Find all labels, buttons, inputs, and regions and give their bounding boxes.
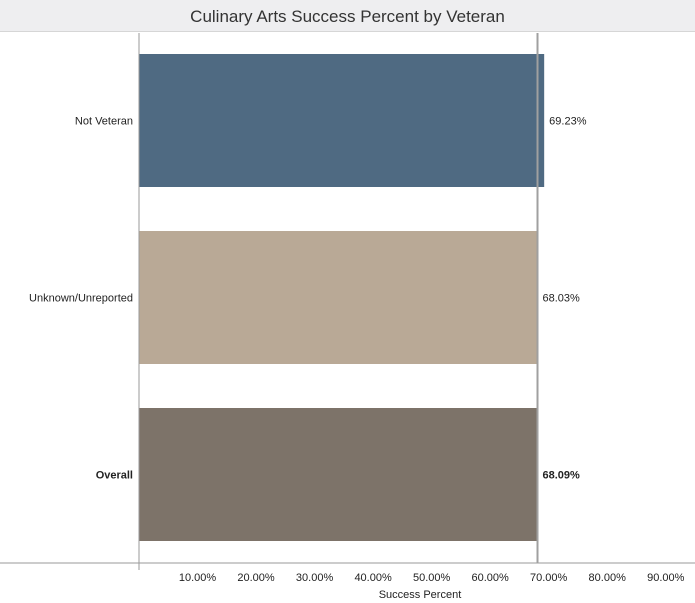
x-tick-label: 70.00%	[530, 572, 568, 584]
value-label: 68.09%	[543, 470, 581, 482]
x-axis-label: Success Percent	[379, 589, 462, 601]
bars-group	[139, 54, 545, 541]
category-label: Unknown/Unreported	[29, 293, 133, 305]
value-labels: 69.23% 68.03% 68.09%	[543, 116, 587, 482]
category-label: Not Veteran	[75, 116, 133, 128]
x-tick-label: 40.00%	[354, 572, 392, 584]
x-tick-label: 60.00%	[472, 572, 510, 584]
x-tick-label: 50.00%	[413, 572, 451, 584]
bar-not-veteran	[139, 54, 545, 187]
category-labels: Not Veteran Unknown/Unreported Overall	[29, 116, 133, 482]
x-tick-label: 80.00%	[589, 572, 627, 584]
chart-title: Culinary Arts Success Percent by Veteran	[190, 7, 505, 26]
x-tick-label: 20.00%	[237, 572, 275, 584]
x-tick-labels: 10.00% 20.00% 30.00% 40.00% 50.00% 60.00% 70.0…	[179, 572, 685, 584]
x-tick-label: 10.00%	[179, 572, 217, 584]
x-tick-label: 90.00%	[647, 572, 685, 584]
chart-title-bar: Culinary Arts Success Percent by Veteran	[0, 0, 695, 32]
value-label: 68.03%	[543, 293, 581, 305]
bar-unknown-unreported	[139, 231, 538, 364]
category-label: Overall	[96, 470, 133, 482]
value-label: 69.23%	[549, 116, 587, 128]
x-tick-label: 30.00%	[296, 572, 334, 584]
bar-overall	[139, 408, 538, 541]
